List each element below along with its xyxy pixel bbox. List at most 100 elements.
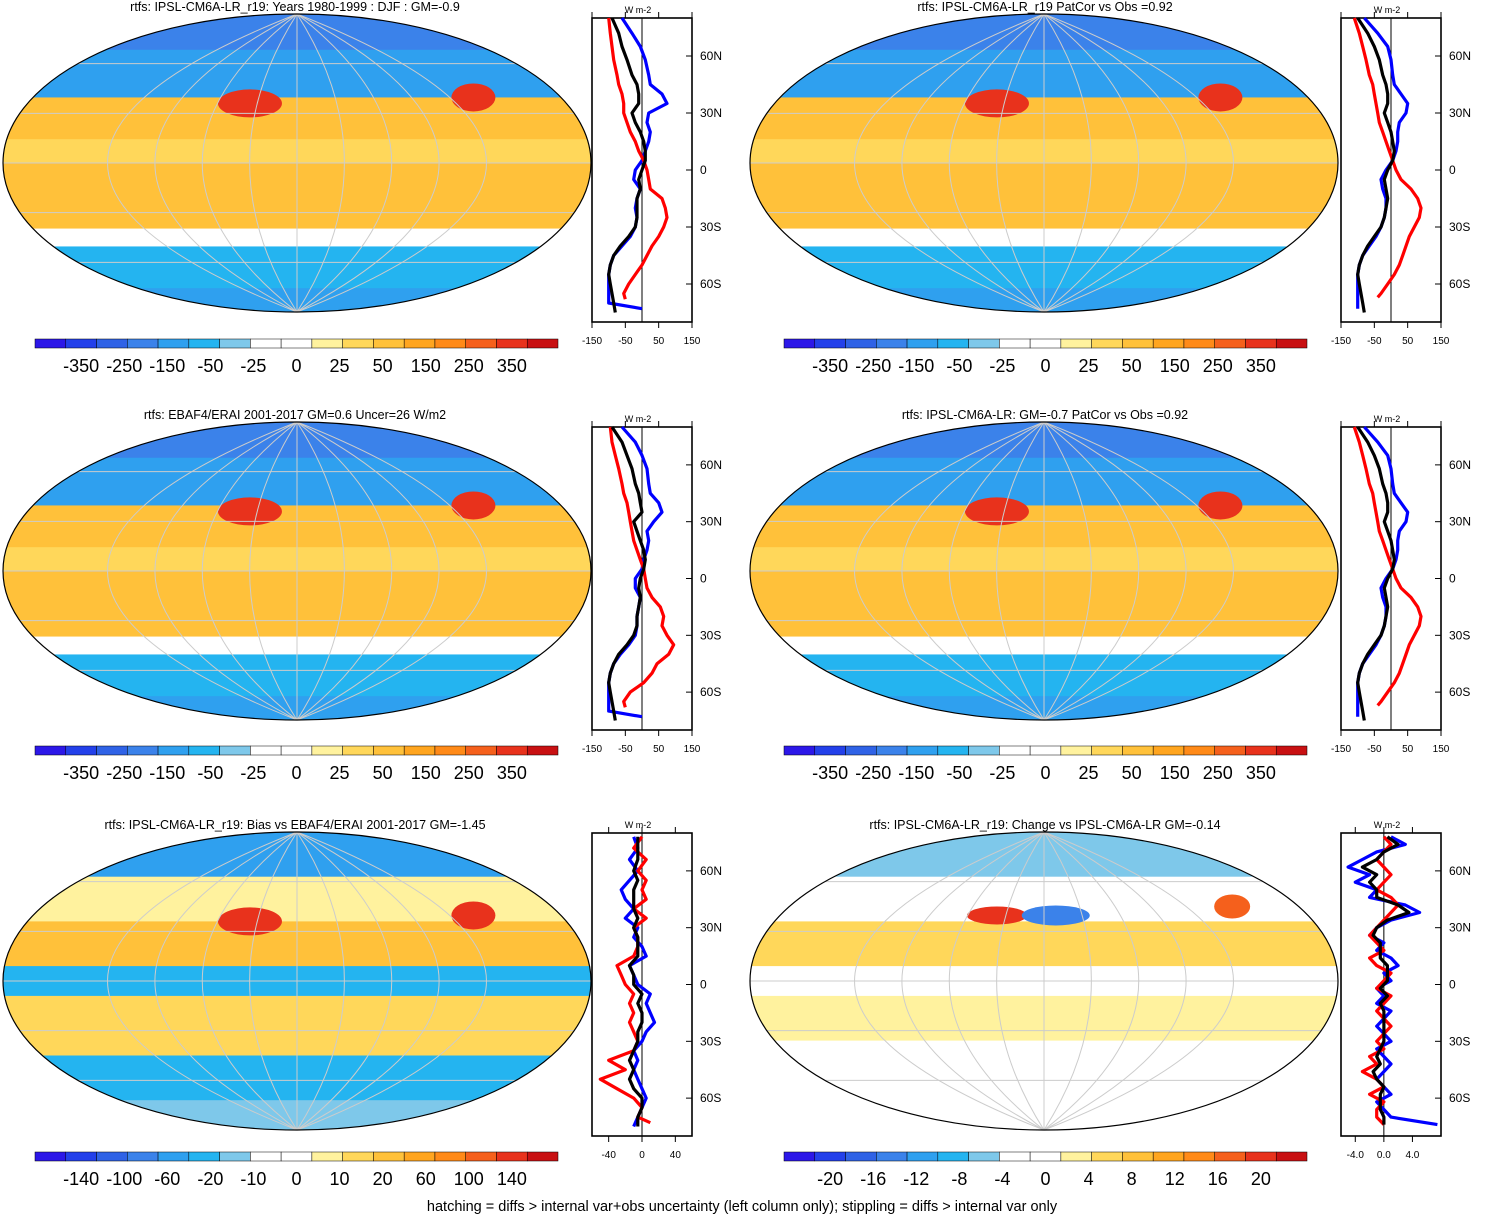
- graticule-lon: [154, 422, 298, 720]
- zonal-profile-5: W m-2 -40 0 40 60N 30N 0 30S 60S: [591, 820, 722, 1161]
- colorbar-swatch: [219, 745, 251, 756]
- colorbar-swatch: [937, 745, 969, 756]
- colorbar-label: 250: [1203, 763, 1233, 783]
- colorbar-swatch: [1029, 745, 1062, 756]
- colorbar-label: 12: [1165, 1169, 1185, 1189]
- colorbar-swatch: [968, 338, 1000, 349]
- x-tick-label: 0.0: [1377, 1150, 1391, 1161]
- colorbar-swatch: [96, 338, 128, 349]
- graticule-lon: [201, 422, 298, 720]
- colorbar-label: 50: [1122, 356, 1142, 376]
- colorbar-label: -16: [860, 1169, 886, 1189]
- x-tick-label: 150: [684, 744, 701, 755]
- graticule-lon: [901, 14, 1045, 312]
- graticule-lon: [154, 14, 298, 312]
- colorbar-label: -250: [106, 356, 142, 376]
- colorbar-label: 350: [497, 763, 527, 783]
- colorbar-swatch: [280, 745, 313, 756]
- colorbar-swatch: [1214, 745, 1246, 756]
- x-tick-label: 50: [1402, 744, 1414, 755]
- graticule-lon: [1043, 14, 1092, 312]
- map-outline: [2, 831, 592, 1131]
- colorbar-label: -20: [197, 1169, 223, 1189]
- colorbar-swatch: [1029, 1151, 1062, 1162]
- map-outline: [749, 13, 1339, 313]
- colorbar-swatch: [876, 745, 908, 756]
- map-title: rtfs: EBAF4/ERAI 2001-2017 GM=0.6 Uncer=…: [144, 408, 446, 422]
- colorbar-3: -350 -250 -150 -50 -25 0 25 50 150 250 350: [34, 745, 559, 783]
- kuroshio-hotspot: [966, 906, 1027, 925]
- y-tick-label: 30S: [700, 628, 721, 642]
- graticule-lon: [1043, 14, 1187, 312]
- colorbar-5: -140 -100 -60 -20 -10 0 10 20 60 100 140: [34, 1151, 559, 1189]
- world-map-1: [2, 13, 592, 313]
- colorbar-swatch: [1091, 338, 1123, 349]
- profile-series-ff0000: [607, 17, 669, 300]
- y-tick-label: 60N: [700, 458, 722, 472]
- colorbar-swatch: [465, 1151, 497, 1162]
- colorbar-swatch: [845, 745, 877, 756]
- colorbar-swatch: [342, 745, 374, 756]
- graticule-lon: [154, 832, 298, 1130]
- colorbar-swatch: [96, 1151, 128, 1162]
- colorbar-swatch: [1152, 338, 1185, 349]
- colorbar-label: 250: [454, 763, 484, 783]
- world-map-6: [749, 831, 1339, 1131]
- profile-series-000000: [607, 17, 647, 313]
- colorbar-swatch: [1183, 338, 1215, 349]
- kuroshio-hotspot: [217, 497, 282, 526]
- y-tick-label: 60N: [1449, 458, 1471, 472]
- graticule-lon: [296, 832, 440, 1130]
- colorbar-label: 0: [1040, 763, 1050, 783]
- y-tick-label: 60N: [700, 49, 722, 63]
- colorbar-swatch: [434, 745, 466, 756]
- graticule-lon: [1043, 14, 1234, 312]
- colorbar-swatch: [280, 1151, 313, 1162]
- colorbar-label: -350: [812, 356, 848, 376]
- colorbar-label: -50: [197, 356, 223, 376]
- y-tick-label: 30S: [1449, 628, 1470, 642]
- colorbar-swatch: [999, 338, 1031, 349]
- gulfstream-hotspot: [451, 83, 496, 112]
- graticule-lon: [948, 832, 1045, 1130]
- colorbar-label: 20: [1251, 1169, 1271, 1189]
- colorbar-swatch: [1091, 745, 1123, 756]
- colorbar-swatch: [783, 1151, 816, 1162]
- colorbar-6: -20 -16 -12 -8 -4 0 4 8 12 16 20: [783, 1151, 1308, 1189]
- y-tick-label: 30N: [1449, 921, 1471, 935]
- colorbar-label: 50: [1122, 763, 1142, 783]
- cold-anomaly: [1021, 905, 1090, 926]
- x-tick-label: -50: [618, 744, 633, 755]
- y-tick-label: 30N: [700, 921, 722, 935]
- profile-series-ff0000: [608, 426, 676, 708]
- profile-frame: [1340, 832, 1442, 1137]
- colorbar-swatch: [34, 1151, 67, 1162]
- x-tick-label: -4.0: [1347, 1150, 1365, 1161]
- colorbar-swatch: [373, 338, 405, 349]
- colorbar-swatch: [403, 745, 436, 756]
- y-tick-label: 60S: [700, 277, 721, 291]
- colorbar-label: 100: [454, 1169, 484, 1189]
- y-tick-label: 30N: [700, 515, 722, 529]
- colorbar-swatch: [1275, 338, 1308, 349]
- colorbar-label: 150: [1160, 356, 1190, 376]
- graticule-lon: [249, 422, 298, 720]
- footer-caption: hatching = diffs > internal var+obs unce…: [427, 1199, 1058, 1215]
- colorbar-swatch: [157, 338, 190, 349]
- colorbar-label: -10: [240, 1169, 266, 1189]
- colorbar-label: 20: [373, 1169, 393, 1189]
- graticule-lon: [296, 832, 393, 1130]
- y-tick-label: 0: [1449, 163, 1456, 177]
- graticule-lon: [948, 14, 1045, 312]
- colorbar-swatch: [1214, 1151, 1246, 1162]
- profile-unit: W m-2: [1374, 820, 1401, 830]
- graticule-lon: [1043, 422, 1140, 720]
- graticule-lon: [107, 422, 298, 720]
- colorbar-label: 140: [497, 1169, 527, 1189]
- colorbar-swatch: [188, 1151, 220, 1162]
- colorbar-swatch: [250, 338, 282, 349]
- colorbar-swatch: [311, 745, 343, 756]
- colorbar-label: -250: [855, 763, 891, 783]
- colorbar-swatch: [157, 1151, 190, 1162]
- profile-series-ff0000: [1360, 835, 1400, 1126]
